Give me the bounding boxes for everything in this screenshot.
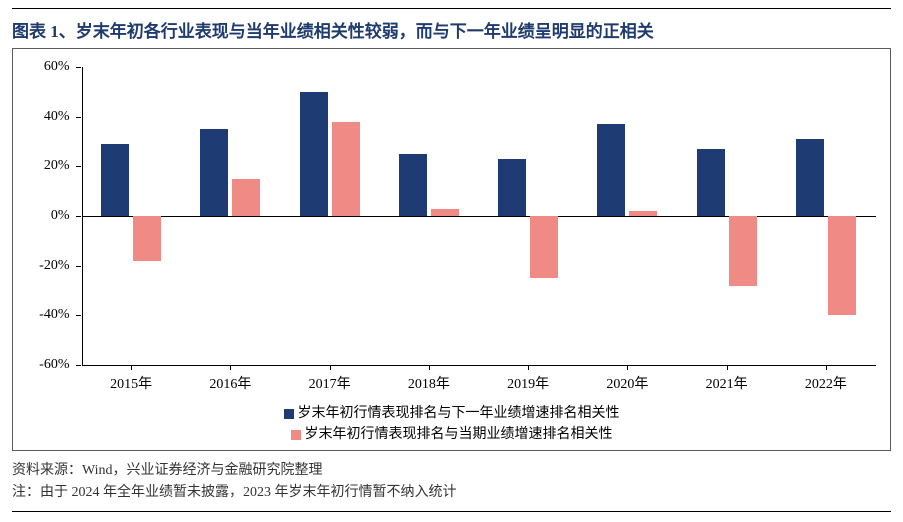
bar: [200, 129, 228, 216]
y-tick-mark: [76, 266, 81, 267]
note-line: 注：由于 2024 年全年业绩暂未披露，2023 年岁末年初行情暂不纳入统计: [12, 481, 891, 501]
bar: [133, 216, 161, 261]
y-tick-mark: [76, 166, 81, 167]
y-tick-label: 60%: [22, 59, 70, 75]
chart-box: -60% -40% -20% 0% 20% 40% 60% 2015年 2016年 2017年 20…: [12, 48, 891, 451]
legend-item-1: 岁末年初行情表现排名与当期业绩增速排名相关性: [19, 423, 884, 443]
y-tick-label: -60%: [22, 357, 70, 373]
bar: [399, 154, 427, 216]
legend-label-1: 岁末年初行情表现排名与当期业绩增速排名相关性: [305, 427, 613, 442]
x-tick-label: 2015年: [110, 373, 152, 393]
legend-swatch-icon: [291, 430, 301, 440]
bar: [697, 149, 725, 216]
y-tick-mark: [76, 315, 81, 316]
x-tick-label: 2016年: [209, 373, 251, 393]
bar: [300, 92, 328, 216]
y-tick-mark: [76, 365, 81, 366]
legend-swatch-icon: [284, 409, 294, 419]
y-tick-mark: [76, 67, 81, 68]
source-line: 资料来源：Wind，兴业证券经济与金融研究院整理: [12, 459, 891, 479]
bar: [530, 216, 558, 278]
legend: 岁末年初行情表现排名与下一年业绩增速排名相关性 岁末年初行情表现排名与当期业绩增…: [19, 395, 884, 443]
y-tick-mark: [76, 216, 81, 217]
figure-container: 图表 1、岁末年初各行业表现与当年业绩相关性较弱，而与下一年业绩呈明显的正相关 …: [0, 0, 903, 522]
y-tick-label: -40%: [22, 307, 70, 323]
y-tick-label: 40%: [22, 109, 70, 125]
title-row: 图表 1、岁末年初各行业表现与当年业绩相关性较弱，而与下一年业绩呈明显的正相关: [12, 8, 891, 48]
bar: [828, 216, 856, 315]
bar: [629, 211, 657, 216]
x-tick-label: 2020年: [606, 373, 648, 393]
bar: [796, 139, 824, 216]
x-axis-bottom: [82, 365, 876, 366]
bar: [597, 124, 625, 216]
y-tick-mark: [76, 117, 81, 118]
bar: [101, 144, 129, 216]
x-tick-label: 2017年: [309, 373, 351, 393]
x-tick-label: 2019年: [507, 373, 549, 393]
y-tick-label: -20%: [22, 258, 70, 274]
bar: [498, 159, 526, 216]
x-tick-label: 2018年: [408, 373, 450, 393]
footnotes: 资料来源：Wind，兴业证券经济与金融研究院整理 注：由于 2024 年全年业绩…: [12, 451, 891, 512]
bar: [332, 122, 360, 216]
bar: [729, 216, 757, 286]
x-tick-label: 2022年: [805, 373, 847, 393]
y-tick-label: 0%: [22, 208, 70, 224]
chart-plot-area: -60% -40% -20% 0% 20% 40% 60% 2015年 2016年 2017年 20…: [22, 59, 882, 395]
chart-title: 图表 1、岁末年初各行业表现与当年业绩相关性较弱，而与下一年业绩呈明显的正相关: [12, 22, 654, 41]
legend-item-0: 岁末年初行情表现排名与下一年业绩增速排名相关性: [19, 402, 884, 422]
legend-label-0: 岁末年初行情表现排名与下一年业绩增速排名相关性: [298, 406, 620, 421]
bar: [232, 179, 260, 216]
y-tick-label: 20%: [22, 158, 70, 174]
bar: [431, 209, 459, 216]
x-tick-label: 2021年: [706, 373, 748, 393]
